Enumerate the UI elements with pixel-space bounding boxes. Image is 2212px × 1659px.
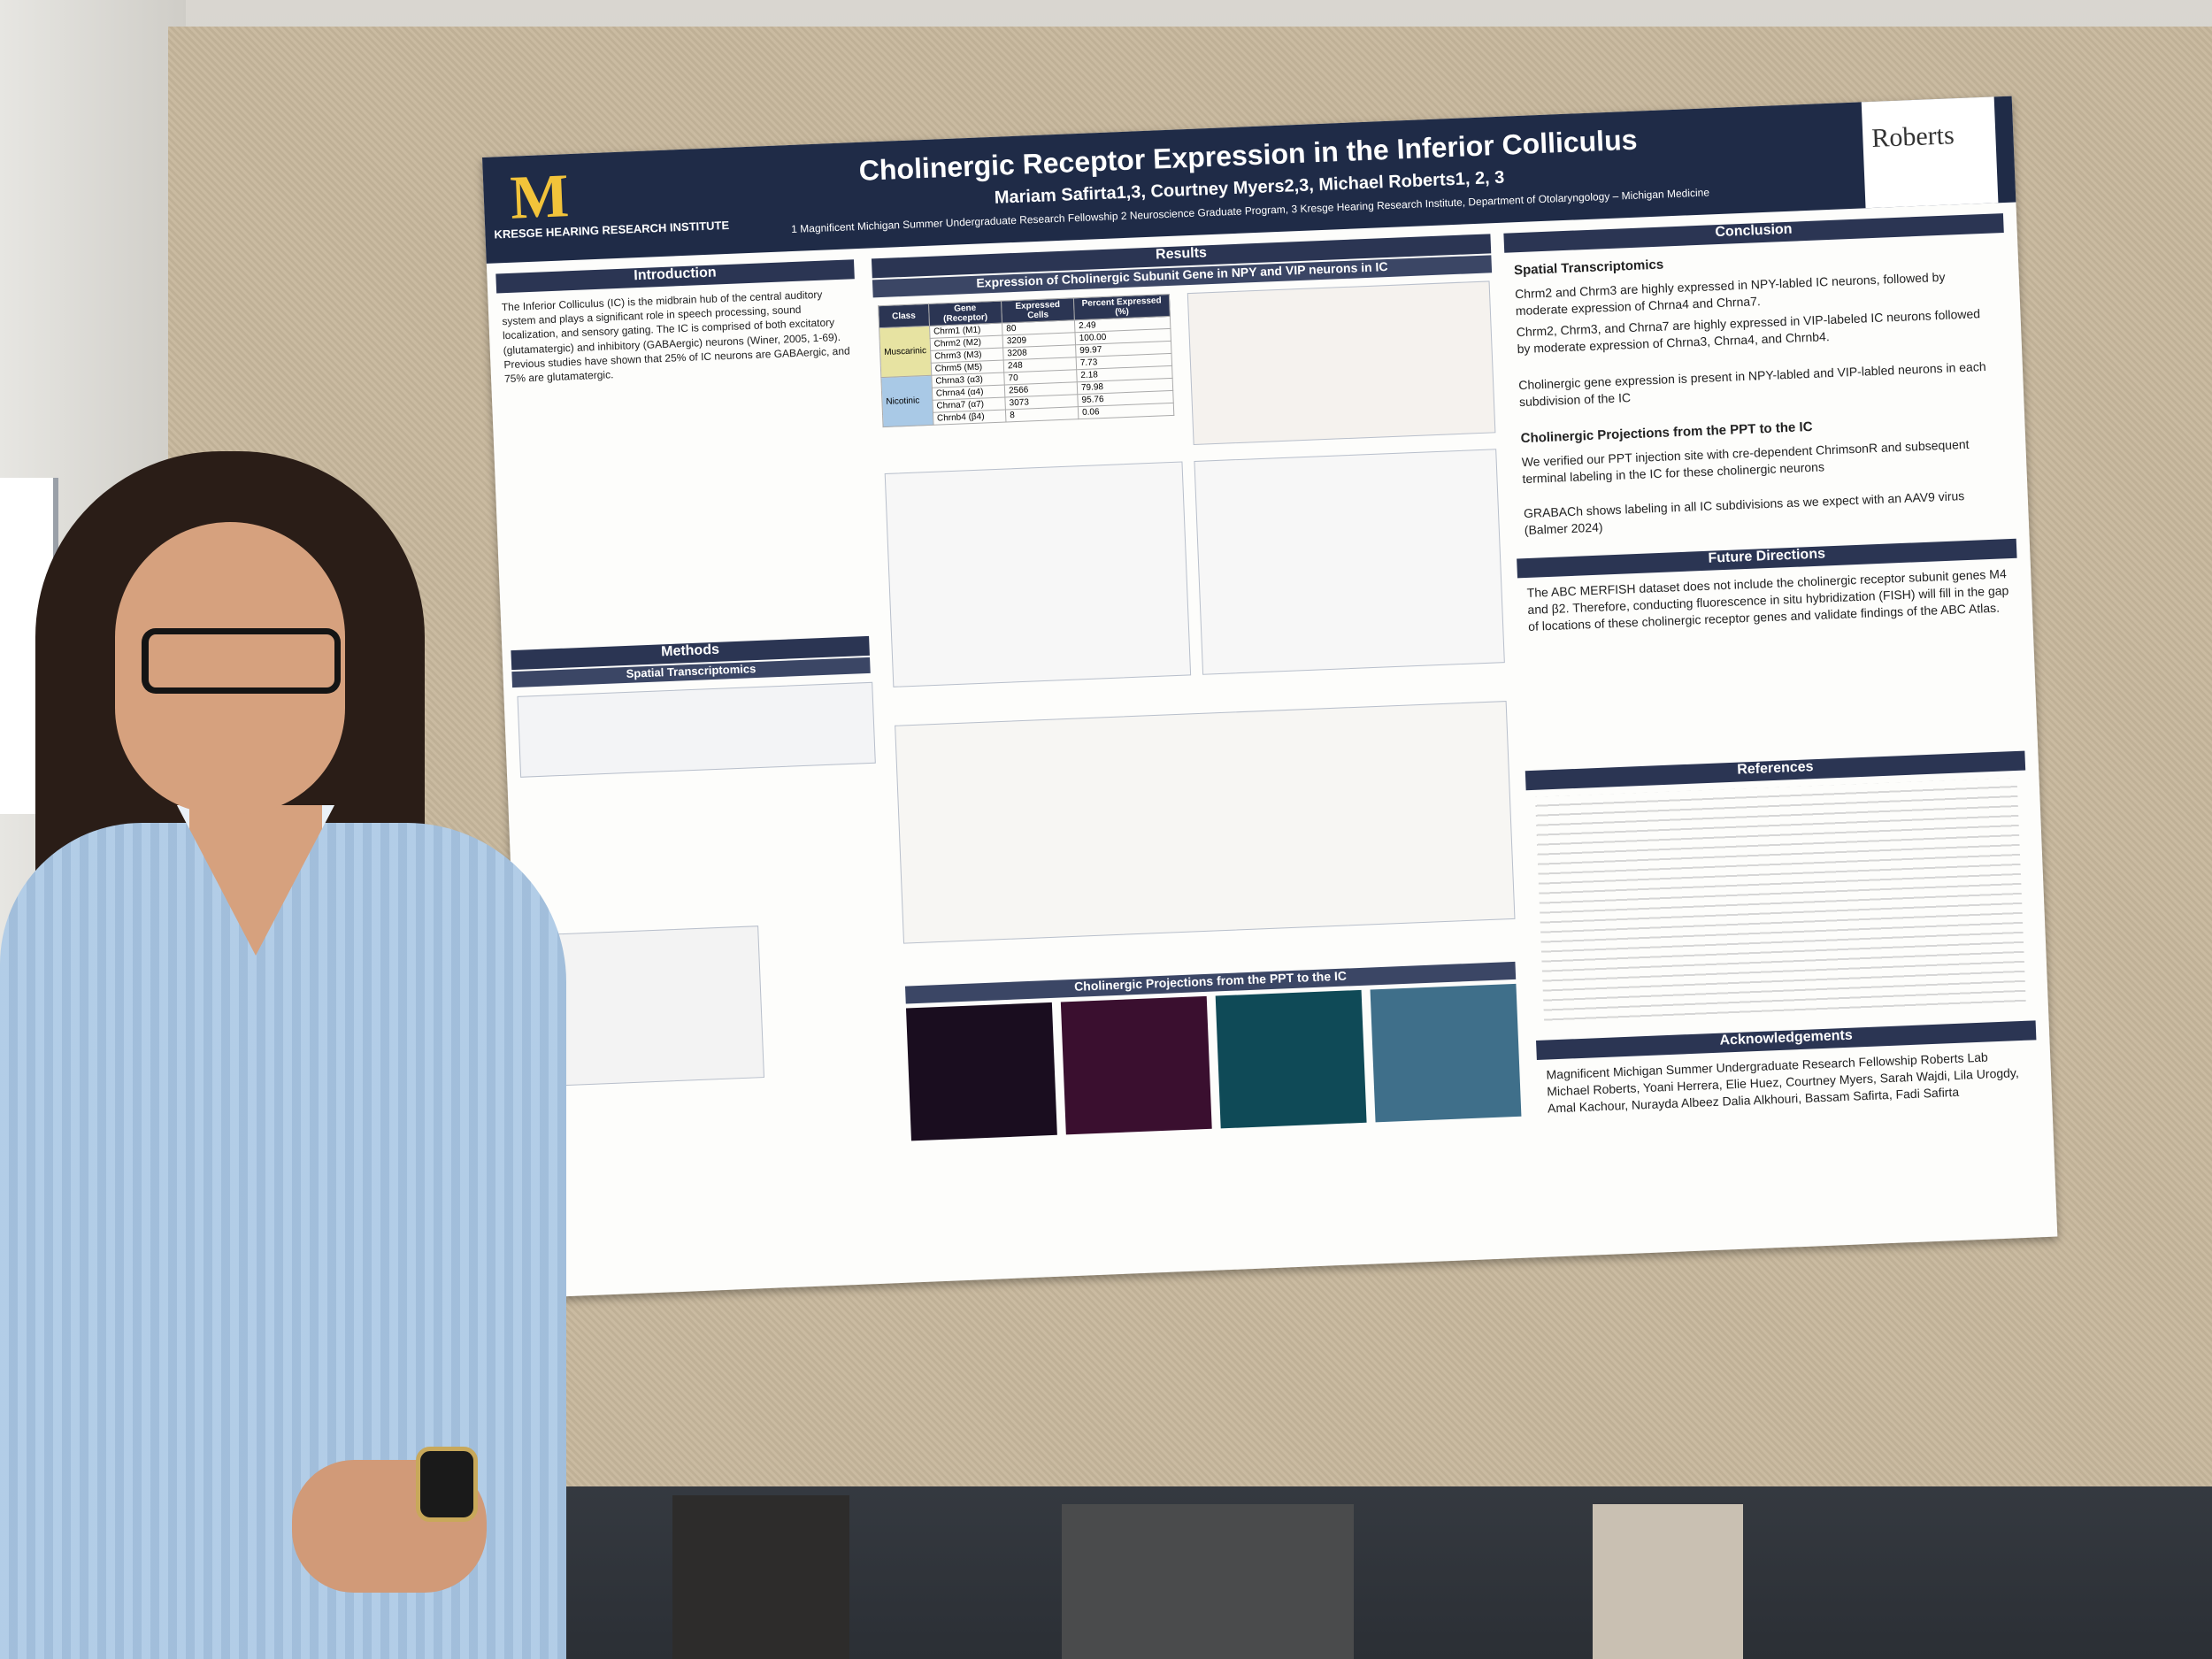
violin-plot-npy: [884, 461, 1192, 687]
class-label: Muscarinic: [879, 326, 932, 378]
table-cell: Chrnb4 (β4): [933, 409, 1007, 426]
vip-expression-table: [1187, 280, 1496, 446]
background-person-legs: [672, 1495, 849, 1659]
spatial-expression-maps: [895, 701, 1516, 944]
future-directions-text: The ABC MERFISH dataset does not include…: [1526, 566, 2009, 634]
table-cell: 8: [1005, 406, 1079, 422]
microscopy-grabach: [1215, 989, 1367, 1129]
presenter-glasses: [142, 628, 341, 694]
presenter-face: [115, 522, 345, 814]
class-label: Nicotinic: [880, 375, 933, 427]
research-poster: M KRESGE HEARING RESEARCH INSTITUTE Chol…: [482, 96, 2058, 1298]
references-list: [1534, 777, 2026, 1027]
table-cell: 0.06: [1078, 403, 1174, 419]
table-header: Gene (Receptor): [928, 301, 1002, 326]
table-header: Class: [878, 303, 930, 328]
conclusion-bullet: GRABACh shows labeling in all IC subdivi…: [1523, 488, 1965, 537]
npy-expression-table: Class Gene (Receptor) Expressed Cells Pe…: [878, 294, 1174, 427]
presenter-person: [0, 451, 584, 1659]
background-person-legs: [1062, 1504, 1354, 1659]
smartwatch: [416, 1447, 478, 1522]
lab-logo: Roberts: [1861, 96, 1999, 209]
microscopy-ic-terminals: [1060, 995, 1212, 1135]
microscopy-merge: [1370, 983, 1522, 1123]
microscopy-ppt-injection: [905, 1002, 1057, 1141]
conclusion-bullet: Cholinergic gene expression is present i…: [1517, 358, 1986, 410]
table-header: Expressed Cells: [1001, 297, 1075, 324]
acknowledgements-text: Magnificent Michigan Summer Undergraduat…: [1546, 1049, 2020, 1116]
background-person-legs: [1593, 1504, 1743, 1659]
violin-plot-vip: [1194, 449, 1505, 675]
